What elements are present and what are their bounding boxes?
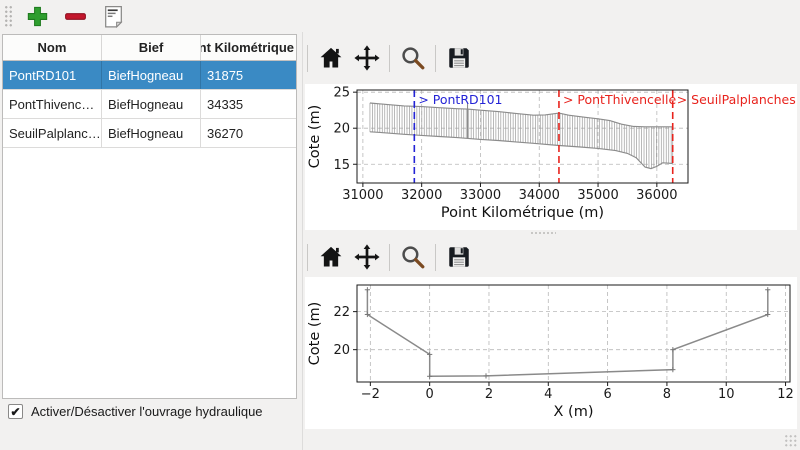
activate-structure-checkbox-row: ✔ Activer/Désactiver l'ouvrage hydrauliq…	[8, 404, 263, 419]
structure-annotation: > PontThivencelle	[563, 92, 677, 107]
structure-annotation: > PontRD101	[418, 92, 502, 107]
svg-text:10: 10	[718, 387, 735, 402]
svg-text:−2: −2	[361, 387, 380, 402]
svg-text:20: 20	[333, 343, 350, 358]
gridlines	[357, 90, 688, 183]
profile-bottom-envelope	[369, 131, 673, 170]
tick-labels: 31000 32000 33000 34000 35000 36000 15 20 25	[333, 86, 677, 203]
panel-splitter-horizontal[interactable]	[530, 231, 556, 236]
table-row[interactable]: SeuilPalplanc… BiefHogneau 36270	[3, 119, 296, 148]
minus-icon	[63, 4, 88, 29]
data-point-markers	[364, 287, 771, 379]
svg-text:32000: 32000	[401, 188, 442, 203]
tick-labels: −2 0 2 4 6 8 10 12 20 22	[333, 305, 793, 402]
activate-structure-label: Activer/Désactiver l'ouvrage hydraulique	[31, 404, 263, 419]
toolbar-separator	[307, 44, 308, 72]
svg-text:22: 22	[333, 305, 350, 320]
panel-splitter-vertical[interactable]	[302, 32, 303, 450]
structures-table: NomBiefPoint Kilométrique PontRD101BiefH…	[2, 34, 297, 399]
edit-structure-button[interactable]	[100, 3, 126, 29]
table-row[interactable]: PontRD101 BiefHogneau 31875	[3, 61, 296, 90]
svg-text:15: 15	[333, 158, 350, 173]
table-header: NomBiefPoint Kilométrique	[3, 35, 296, 61]
svg-text:31000: 31000	[342, 188, 383, 203]
plot-frame	[356, 284, 791, 383]
column-header-0[interactable]: Nom	[3, 35, 102, 60]
plus-icon	[25, 4, 50, 29]
gridlines	[357, 285, 790, 382]
table-cell: BiefHogneau	[102, 61, 201, 89]
svg-text:34000: 34000	[519, 188, 560, 203]
section-chart-toolbar	[307, 240, 472, 274]
home-icon[interactable]	[317, 244, 344, 271]
window-resize-grip[interactable]	[784, 434, 798, 448]
profile-hatch	[369, 102, 674, 169]
y-axis-label: Cote (m)	[307, 302, 323, 366]
cross-section-chart[interactable]: −2 0 2 4 6 8 10 12 20 22 X (m) Cote (m)	[305, 277, 797, 429]
svg-text:4: 4	[544, 387, 552, 402]
column-header-2[interactable]: Point Kilométrique	[201, 40, 294, 55]
remove-structure-button[interactable]	[62, 3, 88, 29]
table-cell: 36270	[207, 125, 244, 141]
svg-text:6: 6	[603, 387, 611, 402]
longitudinal-profile-figure: > PontRD101 > PontThivencelle > SeuilPalpl…	[305, 84, 797, 230]
pan-icon[interactable]	[353, 244, 380, 271]
table-row[interactable]: PontThivenc… BiefHogneau 34335	[3, 90, 296, 119]
table-cell: PontRD101	[3, 61, 102, 89]
svg-text:12: 12	[777, 387, 794, 402]
toolbar-grip[interactable]	[3, 4, 12, 28]
svg-text:35000: 35000	[577, 188, 618, 203]
svg-text:36000: 36000	[636, 188, 677, 203]
table-cell: 31875	[207, 67, 244, 83]
table-cell: 34335	[207, 96, 244, 112]
svg-text:0: 0	[426, 387, 434, 402]
x-axis-label: Point Kilométrique (m)	[441, 205, 604, 221]
svg-text:33000: 33000	[460, 188, 501, 203]
svg-text:2: 2	[485, 387, 493, 402]
add-structure-button[interactable]	[24, 3, 50, 29]
cross-section-figure: −2 0 2 4 6 8 10 12 20 22 X (m) Cote (m)	[305, 277, 797, 429]
svg-text:25: 25	[333, 86, 350, 101]
table-body: PontRD101 BiefHogneau 31875 PontThivenc… Bie…	[3, 61, 296, 148]
save-icon[interactable]	[445, 45, 472, 72]
toolbar-separator	[389, 44, 390, 72]
toolbar-separator	[435, 243, 436, 271]
table-cell: BiefHogneau	[102, 90, 201, 118]
cross-section-profile	[366, 289, 769, 378]
column-header-1[interactable]: Bief	[102, 35, 201, 60]
table-cell: BiefHogneau	[102, 119, 201, 147]
toolbar-separator	[389, 243, 390, 271]
save-icon[interactable]	[445, 244, 472, 271]
zoom-icon[interactable]	[399, 45, 426, 72]
svg-text:20: 20	[333, 122, 350, 137]
axis-ticks	[353, 311, 787, 386]
table-cell: PontThivenc…	[3, 90, 102, 118]
plot-frame	[356, 89, 689, 184]
axis-ticks	[353, 91, 658, 187]
zoom-icon[interactable]	[399, 244, 426, 271]
structure-annotation: > SeuilPalplanches	[677, 92, 796, 107]
activate-structure-checkbox[interactable]: ✔	[8, 404, 23, 419]
profile-chart-toolbar	[307, 41, 472, 75]
profile-top-envelope	[369, 102, 673, 128]
toolbar-separator	[307, 243, 308, 271]
x-axis-label: X (m)	[554, 404, 594, 420]
longitudinal-profile-chart[interactable]: > PontRD101 > PontThivencelle > SeuilPalpl…	[305, 84, 797, 230]
home-icon[interactable]	[317, 45, 344, 72]
document-icon	[101, 4, 126, 29]
svg-text:8: 8	[663, 387, 671, 402]
y-axis-label: Cote (m)	[307, 105, 323, 169]
table-cell: SeuilPalplanc…	[3, 119, 102, 147]
structures-toolbar	[0, 0, 302, 32]
toolbar-separator	[435, 44, 436, 72]
pan-icon[interactable]	[353, 45, 380, 72]
